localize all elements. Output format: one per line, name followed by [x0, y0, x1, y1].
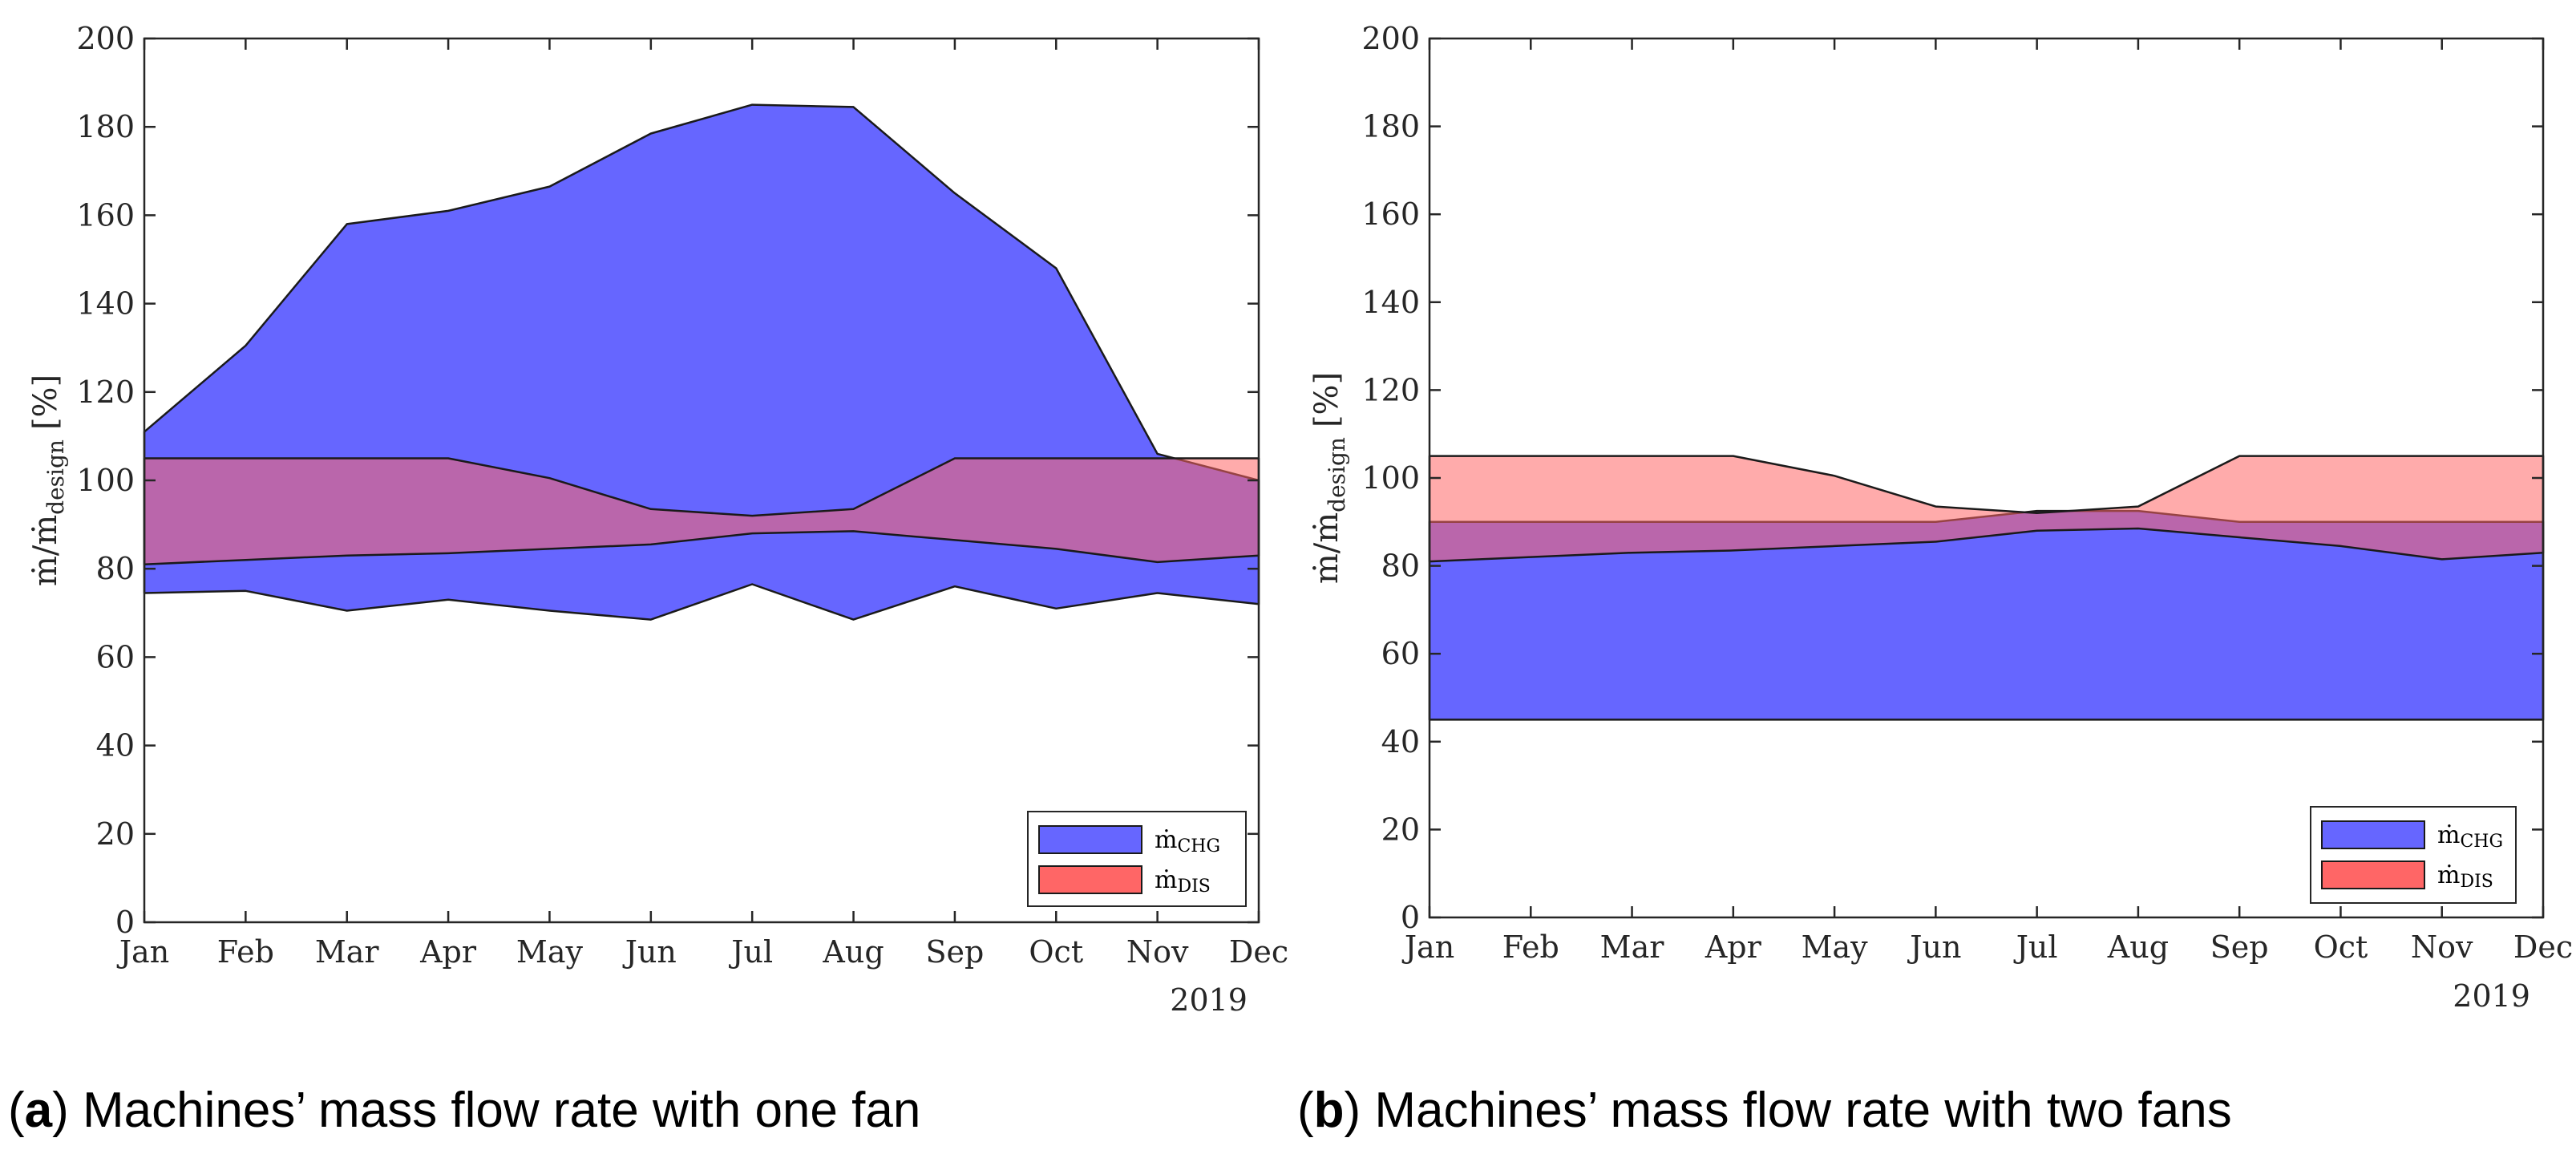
y-tick-label: 100	[76, 463, 135, 498]
year-label: 2019	[2453, 978, 2530, 1014]
legend-label-main: ṁ	[2437, 861, 2460, 889]
caption-letter: b	[1314, 1083, 1345, 1138]
y-tick-label: 180	[76, 109, 135, 144]
x-tick-label: Jan	[1401, 929, 1454, 965]
y-tick-label: 160	[1361, 196, 1420, 232]
x-tick-label: Aug	[2107, 929, 2169, 965]
y-axis-label-unit: [%]	[1308, 372, 1345, 427]
y-tick-label: 180	[1361, 109, 1420, 144]
legend-label-main: ṁ	[1155, 826, 1177, 854]
x-tick-label: Mar	[1600, 929, 1665, 965]
panel-caption: (a) Machines’ mass flow rate with one fa…	[8, 1083, 920, 1138]
y-tick-label: 40	[96, 728, 135, 763]
y-tick-label: 100	[1361, 460, 1420, 496]
y-tick-label: 200	[1361, 21, 1420, 56]
x-tick-label: Oct	[1029, 934, 1083, 970]
legend-swatch-dis	[2321, 860, 2425, 889]
legend-label-chg: ṁCHG	[2437, 821, 2503, 852]
caption-text: Machines’ mass flow rate with two fans	[1374, 1083, 2231, 1138]
x-tick-label: Jun	[1907, 929, 1961, 965]
caption-paren-close: )	[1345, 1083, 1375, 1138]
year-label: 2019	[1170, 982, 1248, 1018]
x-tick-label: Oct	[2314, 929, 2368, 965]
y-tick-label: 80	[96, 551, 135, 586]
x-tick-label: Feb	[1502, 929, 1559, 965]
legend-label-sub: DIS	[1177, 877, 1210, 897]
caption-paren-open: (	[8, 1083, 25, 1138]
x-tick-label: Sep	[925, 934, 984, 970]
legend-label-sub: CHG	[2460, 832, 2503, 852]
legend-swatch-chg	[2321, 820, 2425, 849]
legend-swatch-chg	[1038, 825, 1142, 854]
y-tick-label: 140	[1361, 285, 1420, 320]
x-tick-label: Sep	[2210, 929, 2269, 965]
y-tick-label: 140	[76, 286, 135, 322]
x-tick-label: Jul	[728, 934, 773, 970]
legend-label-chg: ṁCHG	[1155, 826, 1220, 856]
y-axis-label-sub: design	[1324, 437, 1350, 512]
y-axis-label-sub: design	[42, 439, 69, 515]
y-tick-label: 80	[1381, 549, 1420, 584]
x-tick-label: Apr	[419, 934, 477, 970]
legend-label-main: ṁ	[2437, 821, 2460, 849]
y-axis-label-main: ṁ/ṁ	[27, 515, 64, 586]
y-tick-label: 40	[1381, 724, 1420, 759]
x-tick-label: Jun	[622, 934, 677, 970]
caption-text: Machines’ mass flow rate with one fan	[83, 1083, 920, 1138]
caption-paren-close: )	[52, 1083, 83, 1138]
x-tick-label: Mar	[315, 934, 380, 970]
legend-swatch-dis	[1038, 865, 1142, 894]
chart-panel-b: 0 20 40 60 80 100 120 140 160 180 200 Jan Feb Mar Apr M…	[1297, 21, 2573, 1138]
y-tick-label: 20	[1381, 812, 1420, 847]
y-axis-label: ṁ/ṁdesign [%]	[27, 375, 69, 586]
x-tick-label: Aug	[822, 934, 884, 970]
y-tick-label: 160	[76, 197, 135, 233]
x-tick-label: May	[516, 934, 584, 970]
y-tick-label: 60	[1381, 636, 1420, 671]
y-tick-label: 20	[96, 816, 135, 852]
y-tick-label: 0	[1401, 900, 1420, 935]
y-axis-label: ṁ/ṁdesign [%]	[1308, 372, 1350, 584]
panel-caption: (b) Machines’ mass flow rate with two fa…	[1297, 1083, 2232, 1138]
legend-label-dis: ṁDIS	[2437, 861, 2493, 892]
legend-label-sub: DIS	[2460, 872, 2493, 892]
x-tick-label: May	[1802, 929, 1869, 965]
x-tick-label: Apr	[1705, 929, 1762, 965]
y-axis-label-unit: [%]	[27, 375, 64, 430]
y-tick-label: 120	[1361, 372, 1420, 407]
x-tick-label: Jul	[2013, 929, 2058, 965]
y-axis-label-main: ṁ/ṁ	[1308, 512, 1345, 584]
x-tick-label: Nov	[2411, 929, 2473, 965]
chart-panel-a: 0 20 40 60 80 100 120 140 160 180 200 Jan Feb Mar Apr M…	[8, 21, 1288, 1138]
caption-letter: a	[25, 1083, 53, 1138]
legend-label-sub: CHG	[1177, 836, 1220, 856]
x-tick-label: Dec	[2513, 929, 2573, 965]
x-tick-label: Jan	[116, 934, 169, 970]
y-tick-label: 200	[76, 21, 135, 56]
x-tick-label: Dec	[1229, 934, 1288, 970]
y-tick-label: 120	[76, 375, 135, 410]
legend-label-main: ṁ	[1155, 866, 1177, 894]
y-tick-label: 60	[96, 639, 135, 674]
caption-paren-open: (	[1297, 1083, 1314, 1138]
x-tick-label: Nov	[1126, 934, 1189, 970]
legend-label-dis: ṁDIS	[1155, 866, 1211, 897]
x-tick-label: Feb	[217, 934, 274, 970]
y-tick-label: 0	[115, 905, 135, 940]
